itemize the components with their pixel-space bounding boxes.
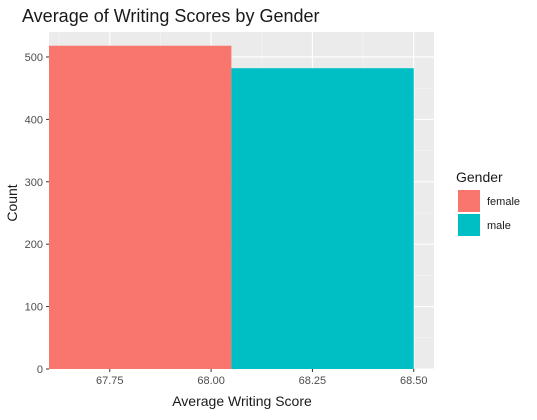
legend-items: female male [458,190,520,236]
x-tick-label: 68.50 [400,375,428,387]
y-axis: 0 100 200 300 400 500 [25,52,49,376]
legend-label-male: male [487,220,511,232]
y-tick-label: 400 [25,114,43,126]
legend-swatch-female [458,190,480,212]
legend: Gender female male [456,169,520,236]
x-tick-label: 68.25 [299,375,327,387]
bars [49,45,414,370]
y-tick-label: 100 [25,302,43,314]
chart-title: Average of Writing Scores by Gender [22,6,319,26]
y-axis-title: Count [4,184,20,221]
x-axis: 67.75 68.00 68.25 68.50 [96,369,428,387]
x-tick-label: 68.00 [197,375,225,387]
y-tick-label: 0 [37,364,43,376]
y-tick-label: 300 [25,177,43,189]
y-tick-label: 200 [25,239,43,251]
y-tick-label: 500 [25,52,43,64]
legend-label-female: female [487,196,520,208]
legend-swatch-male [458,214,480,236]
x-tick-label: 67.75 [96,375,124,387]
x-axis-title: Average Writing Score [172,393,312,409]
legend-title: Gender [456,169,503,185]
bar-male [231,68,414,370]
bar-female [49,45,232,370]
